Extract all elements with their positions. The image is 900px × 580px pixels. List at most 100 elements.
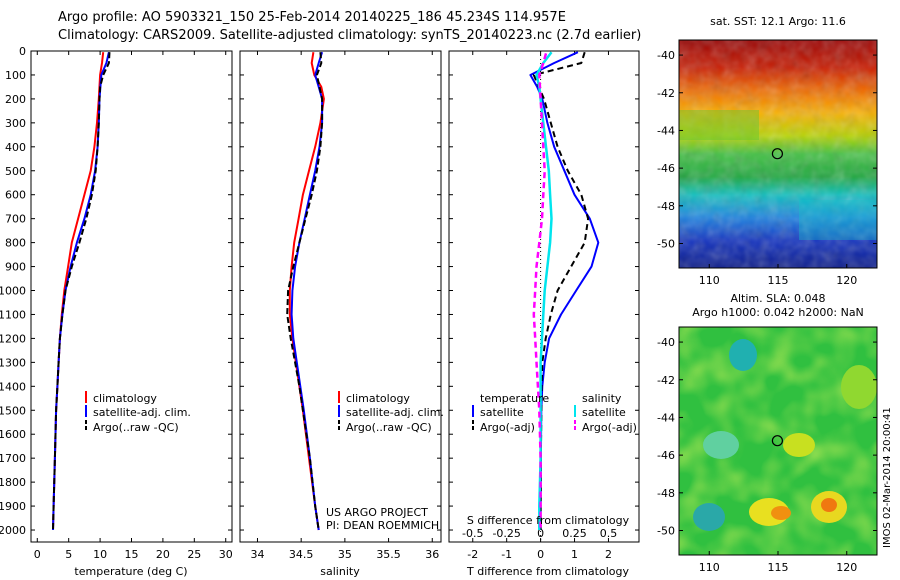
depth-tick-label: 1300 (0, 356, 26, 369)
depth-tick-label: 2000 (0, 524, 26, 537)
depth-tick-label: 1600 (0, 428, 26, 441)
t-difference-axis-label: T difference from climatology (466, 565, 629, 578)
legend-s-climatology-label: climatology (346, 392, 410, 405)
x-tick-label: 20 (156, 548, 170, 561)
map-lat-label: -50 (657, 238, 675, 251)
map-lon-label: 110 (699, 274, 720, 287)
series-line-2-2 (535, 51, 553, 530)
map-lat-label: -46 (657, 449, 675, 462)
x-tick-label: 35.5 (376, 548, 401, 561)
temperature-legend: climatology satellite-adj. clim. Argo(..… (85, 391, 191, 434)
legend-s-argo-label: Argo(..raw -QC) (346, 421, 432, 434)
legend-satellite-label: satellite-adj. clim. (93, 406, 191, 419)
figure-title-line-2: Climatology: CARS2009. Satellite-adjuste… (58, 28, 642, 43)
s-diff-tick-label: -0.5 (462, 527, 483, 540)
legend-argo-label: Argo(..raw -QC) (93, 421, 179, 434)
x-tick-label: 5 (65, 548, 72, 561)
depth-tick-label: 1500 (0, 404, 26, 417)
x-tick-label: 2 (605, 548, 612, 561)
legend-salinity-title: salinity (582, 392, 622, 405)
map-lat-label: -42 (657, 87, 675, 100)
x-tick-label: 0 (34, 548, 41, 561)
imos-timestamp: IMOS 02-Mar-2014 20:00:41 (882, 407, 893, 548)
map-lon-label: 115 (768, 561, 789, 574)
depth-tick-label: 200 (5, 93, 26, 106)
legend-temperature-title: temperature (480, 392, 549, 405)
depth-tick-label: 300 (5, 117, 26, 130)
map-lat-label: -50 (657, 525, 675, 538)
map-lon-label: 115 (768, 274, 789, 287)
depth-tick-label: 1800 (0, 476, 26, 489)
x-tick-label: 34.5 (289, 548, 314, 561)
legend-s-satellite-label: satellite-adj. clim. (346, 406, 444, 419)
map-lat-label: -42 (657, 374, 675, 387)
depth-tick-label: 600 (5, 189, 26, 202)
sst-map-title: sat. SST: 12.1 Argo: 11.6 (710, 15, 846, 28)
depth-tick-label: 1400 (0, 380, 26, 393)
map-axes: -40 -42 -44 -46 -48 -50 110 115 120 -40 -42 -44 -46 -… (657, 49, 877, 574)
s-diff-tick-label: -0.25 (492, 527, 520, 540)
map-lon-label: 120 (836, 274, 857, 287)
map-lon-label: 110 (699, 561, 720, 574)
s-diff-tick-label: 0.5 (600, 527, 618, 540)
depth-tick-label: 1900 (0, 500, 26, 513)
map-lat-label: -40 (657, 49, 675, 62)
float-position-marker (771, 148, 784, 160)
map-lat-label: -46 (657, 162, 675, 175)
salinity-axis-label: salinity (320, 565, 360, 578)
legend-t-satellite-label: satellite (480, 406, 524, 419)
x-tick-label: 30 (219, 548, 233, 561)
map-lon-label: 120 (836, 561, 857, 574)
depth-tick-label: 900 (5, 261, 26, 274)
legend-s-sat-diff-label: satellite (582, 406, 626, 419)
map-lat-label: -48 (657, 200, 675, 213)
sla-map (678, 326, 878, 556)
legend-s-argo-diff-label: Argo(-adj) (582, 421, 637, 434)
difference-legend: temperature salinity satellite Argo(-adj… (472, 392, 637, 434)
salinity-panel-frame (239, 50, 442, 543)
x-tick-label: 25 (187, 548, 201, 561)
series-layer (52, 51, 600, 531)
depth-tick-label: 1700 (0, 452, 26, 465)
sst-map (678, 39, 878, 269)
map-lat-label: -44 (657, 411, 675, 424)
x-tick-label: -2 (467, 548, 478, 561)
series-line-2-3 (532, 53, 548, 530)
x-tick-label: 1 (571, 548, 578, 561)
x-tick-label: -1 (501, 548, 512, 561)
map-lat-label: -48 (657, 487, 675, 500)
depth-tick-label: 800 (5, 237, 26, 250)
x-tick-label: 15 (125, 548, 139, 561)
legend-climatology-label: climatology (93, 392, 157, 405)
depth-tick-label: 700 (5, 213, 26, 226)
series-line-1-2 (286, 52, 324, 531)
series-line-0-2 (52, 52, 111, 531)
map-lat-label: -40 (657, 336, 675, 349)
figure-title-line-1: Argo profile: AO 5903321_150 25-Feb-2014… (58, 10, 566, 25)
axes-layer: 0100200300400500600700800900100011001200… (0, 45, 639, 561)
x-tick-label: 35 (338, 548, 352, 561)
depth-tick-label: 500 (5, 165, 26, 178)
credit-pi: PI: DEAN ROEMMICH (326, 519, 439, 532)
map-lat-label: -44 (657, 124, 675, 137)
x-tick-label: 34 (250, 548, 264, 561)
depth-tick-label: 1000 (0, 285, 26, 298)
s-diff-tick-label: 0 (537, 527, 544, 540)
x-tick-label: 0 (537, 548, 544, 561)
depth-tick-label: 1100 (0, 308, 26, 321)
depth-tick-label: 400 (5, 141, 26, 154)
x-tick-label: 36 (425, 548, 439, 561)
x-tick-label: 10 (93, 548, 107, 561)
sla-map-title-2: Argo h1000: 0.042 h2000: NaN (692, 306, 864, 319)
depth-tick-label: 0 (19, 45, 26, 58)
credit-project: US ARGO PROJECT (326, 506, 428, 519)
legend-t-argo-label: Argo(-adj) (480, 421, 535, 434)
depth-tick-label: 100 (5, 69, 26, 82)
temperature-panel-frame (30, 50, 233, 543)
temperature-axis-label: temperature (deg C) (74, 565, 187, 578)
depth-tick-label: 1200 (0, 332, 26, 345)
s-difference-axis-label: S difference from climatology (467, 514, 630, 527)
sla-map-title-1: Altim. SLA: 0.048 (730, 292, 825, 305)
